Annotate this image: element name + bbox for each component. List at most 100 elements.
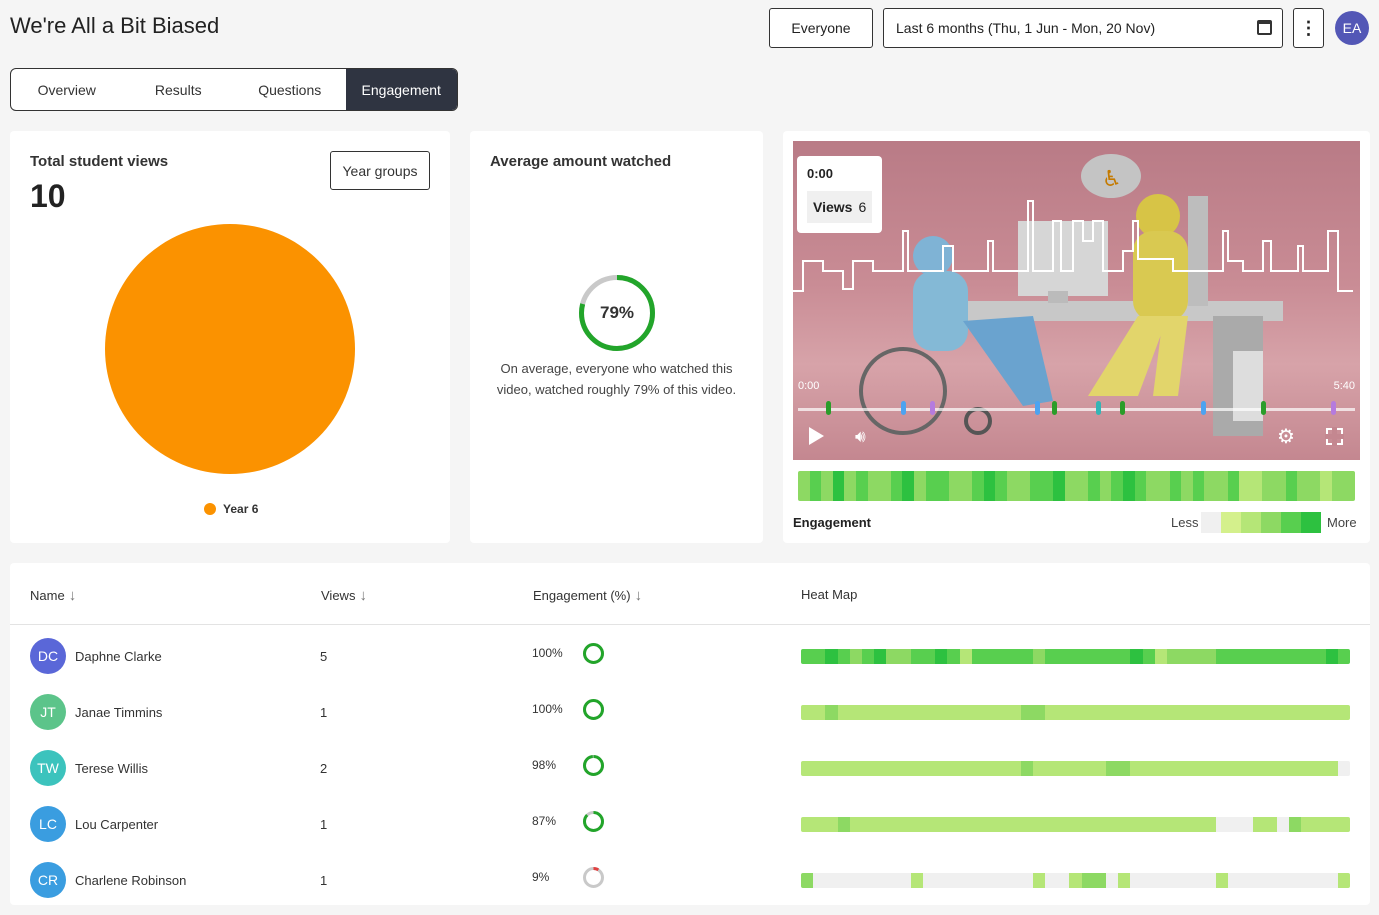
heat-cell — [960, 471, 973, 501]
heat-cell — [856, 471, 868, 501]
video-marker[interactable] — [1052, 401, 1057, 415]
heat-cell — [971, 817, 985, 832]
calendar-icon — [1257, 20, 1272, 35]
heat-cell — [1032, 817, 1046, 832]
heat-cell — [1313, 817, 1326, 832]
engagement-ring — [583, 867, 604, 888]
video-marker[interactable] — [1201, 401, 1206, 415]
engagement-ring — [583, 699, 604, 720]
table-row[interactable]: DC Daphne Clarke 5 100% — [10, 625, 1370, 681]
heat-cell — [1301, 817, 1314, 832]
video-marker[interactable] — [826, 401, 831, 415]
table-row[interactable]: LC Lou Carpenter 1 87% — [10, 793, 1370, 849]
student-views: 1 — [320, 705, 328, 720]
video-marker[interactable] — [1096, 401, 1101, 415]
column-header-views[interactable]: Views ↓ — [321, 587, 367, 604]
heat-cell — [1142, 761, 1155, 776]
heat-cell — [1093, 649, 1107, 664]
heat-cell — [862, 761, 875, 776]
video-marker[interactable] — [1331, 401, 1336, 415]
heat-cell — [1154, 649, 1168, 664]
heat-cell — [886, 761, 899, 776]
heat-cell — [1313, 705, 1326, 720]
video-marker[interactable] — [930, 401, 935, 415]
column-header-heatmap-label: Heat Map — [801, 587, 858, 602]
date-range-picker[interactable]: Last 6 months (Thu, 1 Jun - Mon, 20 Nov) — [883, 8, 1283, 48]
tab-overview[interactable]: Overview — [37, 81, 96, 98]
tab-questions[interactable]: Questions — [258, 81, 322, 98]
heat-cell — [1227, 471, 1240, 501]
heat-cell — [910, 817, 924, 832]
video-marker[interactable] — [901, 401, 906, 415]
table-row[interactable]: TW Terese Willis 2 98% — [10, 737, 1370, 793]
heat-cell — [935, 761, 948, 776]
average-watched-title: Average amount watched — [490, 153, 672, 170]
heat-cell — [935, 649, 948, 664]
heat-cell — [1191, 761, 1204, 776]
heat-cell — [984, 873, 997, 888]
heat-cell — [1020, 817, 1033, 832]
fullscreen-icon[interactable] — [1325, 427, 1344, 446]
year-groups-button[interactable]: Year groups — [330, 151, 430, 190]
heat-cell — [837, 705, 850, 720]
audience-filter-button[interactable]: Everyone — [769, 8, 873, 48]
total-views-card: Total student views 10 Year groups Year … — [10, 131, 450, 543]
tab-results[interactable]: Results — [154, 81, 202, 98]
heat-cell — [914, 471, 926, 501]
engagement-more-label: More — [1327, 515, 1357, 530]
heat-cell — [1276, 873, 1290, 888]
video-marker[interactable] — [1120, 401, 1125, 415]
video-marker[interactable] — [1035, 401, 1040, 415]
volume-icon[interactable]: 🔊︎ — [855, 427, 866, 446]
average-watched-card: Average amount watched 79% On average, e… — [470, 131, 763, 543]
heat-cell — [1337, 817, 1350, 832]
heat-cell — [1118, 873, 1131, 888]
tab-engagement[interactable]: Engagement — [345, 69, 457, 110]
heat-cell — [813, 705, 826, 720]
table-row[interactable]: CR Charlene Robinson 1 9% — [10, 849, 1370, 905]
video-marker[interactable] — [1261, 401, 1266, 415]
ring-progress — [583, 755, 604, 776]
student-heatmap — [801, 873, 1350, 888]
user-avatar[interactable]: EA — [1335, 11, 1369, 45]
heat-cell — [1215, 649, 1229, 664]
heat-cell — [1301, 705, 1314, 720]
column-header-views-label: Views — [321, 588, 356, 603]
heat-cell — [1130, 817, 1143, 832]
heat-cell — [862, 649, 875, 664]
heat-cell — [1118, 817, 1131, 832]
heat-cell — [1134, 471, 1147, 501]
heat-cell — [996, 649, 1009, 664]
heat-cell — [1239, 471, 1251, 501]
heat-cell — [1264, 761, 1277, 776]
ring-progress — [583, 811, 604, 832]
heat-cell — [813, 649, 826, 664]
heat-cell — [1069, 649, 1082, 664]
heat-cell — [1093, 761, 1107, 776]
more-options-button[interactable]: ⋮ — [1293, 8, 1324, 48]
video-progress-track[interactable] — [798, 408, 1355, 411]
engagement-scale — [1201, 512, 1321, 533]
table-row[interactable]: JT Janae Timmins 1 100% — [10, 681, 1370, 737]
heat-cell — [1157, 471, 1170, 501]
heat-cell — [984, 705, 997, 720]
heat-cell — [1179, 649, 1192, 664]
heat-cell — [825, 761, 838, 776]
heat-cell — [983, 471, 996, 501]
heat-cell — [886, 649, 899, 664]
play-icon[interactable] — [809, 427, 824, 445]
settings-gear-icon[interactable]: ⚙︎ — [1277, 426, 1295, 448]
heat-cell — [1252, 761, 1265, 776]
heat-cell — [1088, 471, 1100, 501]
heat-cell — [910, 705, 924, 720]
column-header-name[interactable]: Name ↓ — [30, 587, 76, 604]
column-header-engagement[interactable]: Engagement (%) ↓ — [533, 587, 642, 604]
student-engagement: 98% — [532, 758, 557, 772]
heat-cell — [902, 471, 915, 501]
heat-cell — [1264, 649, 1277, 664]
heat-cell — [935, 873, 948, 888]
heat-cell — [959, 649, 972, 664]
scale-swatch — [1221, 512, 1241, 533]
heat-cell — [1045, 705, 1058, 720]
video-player[interactable]: ♿ 0:00 Views 6 0:00 5:40 🔊︎ ⚙︎ — [793, 141, 1360, 460]
